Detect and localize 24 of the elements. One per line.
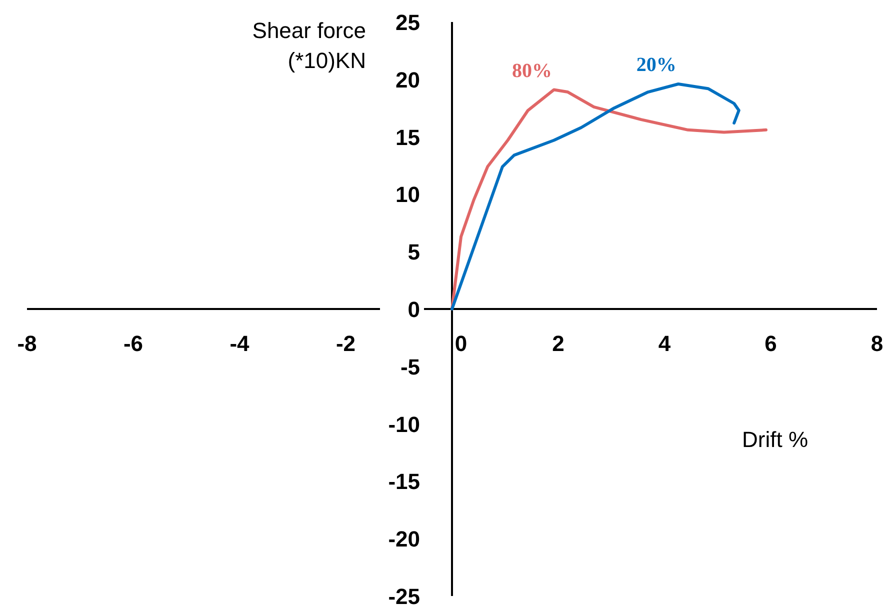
series-label: 20% (635, 54, 678, 77)
x-tick-label: 4 (658, 331, 672, 356)
y-tick-label: 0 (408, 297, 420, 322)
y-tick-label: 10 (396, 182, 420, 208)
x-axis-title: Drift % (742, 427, 808, 453)
y-tick-label: -5 (400, 354, 420, 380)
x-tick-label: 0 (454, 331, 468, 356)
y-tick-label: -15 (388, 469, 420, 494)
y-tick-label: 5 (408, 240, 420, 265)
y-tick-label: 20 (396, 67, 420, 92)
x-tick-label: -8 (17, 331, 37, 356)
y-tick-label: 25 (396, 10, 420, 35)
y-tick-label: -25 (388, 584, 420, 609)
x-tick-label: 6 (764, 331, 777, 356)
x-tick-label: 2 (552, 331, 564, 356)
x-tick-label: -2 (336, 331, 356, 356)
x-tick-label: 8 (870, 331, 884, 356)
y-axis-title: Shear force (*10)KN (251, 17, 366, 75)
x-tick-label: -4 (230, 331, 250, 356)
x-tick-label: -6 (123, 331, 144, 356)
y-tick-label: 15 (396, 124, 420, 150)
y-tick-label: -20 (388, 526, 420, 552)
series-label: 80% (511, 60, 553, 83)
y-tick-label: -10 (388, 412, 420, 437)
